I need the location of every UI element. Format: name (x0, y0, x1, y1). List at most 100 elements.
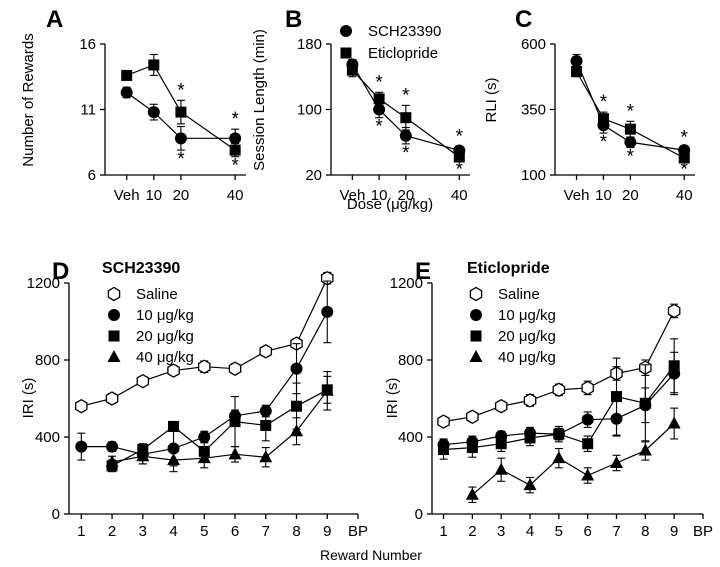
panel-e-ytick-label: 400 (398, 429, 423, 446)
panel-c: C RLI (s) 100 350 600 Veh 10 20 40 * * * * * * (483, 6, 695, 204)
panel-e-series-20-g-kg-point (524, 432, 536, 444)
panel-a-series-eticlopride-point (148, 59, 160, 71)
panel-d-legend-marker-20-g-kg (108, 330, 120, 342)
panel-c-series-sch23390-point (570, 55, 583, 68)
panel-b-xtick-label: 40 (451, 187, 468, 204)
panel-a-ytick-label: 6 (88, 167, 96, 184)
panel-e-series-20-g-kg-point (611, 391, 623, 403)
panel-d-series-40-g-kg-point (167, 453, 181, 466)
panel-d-xtick-label: 4 (169, 523, 177, 540)
panel-e-xtick-label: 3 (497, 523, 505, 540)
panel-b-ytick-label: 180 (297, 36, 322, 53)
panel-d-series-saline-point (259, 344, 273, 359)
panel-e-legend-marker-saline (469, 286, 483, 302)
panel-d-series-40-g-kg-point (105, 455, 119, 468)
panel-e-legend-label-40-g-kg: 40 μg/kg (498, 349, 556, 366)
panel-a-series-sch23390-line (126, 92, 236, 139)
panel-d-xtick-label: 5 (200, 523, 208, 540)
panel-d-series-20-g-kg-point (291, 400, 303, 412)
panel-e-legend-label-saline: Saline (498, 286, 540, 303)
panel-d-series-saline-point (228, 361, 242, 376)
panel-e-series-20-g-kg-point (639, 397, 651, 409)
panel-a-chart: 6 11 16 Veh 10 20 40 * * * * (79, 36, 246, 204)
panel-d-title: SCH23390 (102, 260, 180, 277)
panel-e-series-saline-point (581, 380, 594, 396)
panel-e-series-saline-point (667, 303, 681, 319)
panel-e-series-10-g-kg-point (581, 413, 594, 426)
panel-d-series-saline-point (197, 359, 211, 374)
panel-e-series-saline-point (552, 382, 566, 398)
panel-e-legend-label-20-g-kg: 20 μg/kg (498, 328, 556, 345)
panel-e-series-20-g-kg-point (438, 444, 450, 456)
panel-d-series-40-g-kg-point (290, 424, 304, 437)
panel-e-ylabel: IRI (s) (384, 378, 401, 419)
panel-d: D SCH23390 IRI (s) 0 400 800 1200 1 2 3 4 5 6 7 8 9 B… (20, 258, 368, 540)
panel-d-xtick-label: BP (348, 523, 368, 540)
panel-d-series-10-g-kg-point (106, 440, 119, 453)
panel-d-legend-label-20-g-kg: 20 μg/kg (136, 328, 194, 345)
panel-a: A Number of Rewards 6 11 16 Veh 10 20 40 * * * * (20, 6, 246, 204)
panel-d-xtick-label: 7 (262, 523, 270, 540)
panel-d-ylabel: IRI (s) (20, 378, 37, 419)
panel-d-ytick-label: 1200 (27, 275, 60, 292)
panel-letter-b: B (285, 6, 302, 33)
panel-d-series-saline (75, 270, 334, 414)
panel-d-legend-marker-10-g-kg (108, 309, 120, 321)
panel-d-series-10-g-kg-point (198, 431, 211, 443)
panel-d-chart: 0 400 800 1200 1 2 3 4 5 6 7 8 9 BP Saline 10 μg/kg 20 μ… (27, 270, 368, 540)
panel-a-xtick-label: Veh (114, 187, 140, 204)
panel-d-xtick-label: 2 (108, 523, 116, 540)
panel-a-series-eticlopride (121, 53, 241, 158)
panel-a-series-eticlopride-point (121, 69, 133, 81)
panel-e-xtick-label: 2 (468, 523, 476, 540)
panel-b-significance-star: * (456, 126, 464, 147)
panel-c-ytick-label: 600 (521, 36, 546, 53)
panel-b-significance-star: * (402, 143, 410, 164)
panel-b-xtick-label: Veh (339, 187, 365, 204)
panel-e-title: Eticlopride (467, 260, 550, 277)
panel-b-series-eticlopride-point (400, 112, 412, 124)
panel-e: E Eticlopride IRI (s) Reward Number 0 400… (320, 258, 713, 563)
panel-b-series-sch23390-point (399, 129, 412, 142)
panel-e-series-saline-point (437, 414, 450, 429)
panel-d-legend-label-40-g-kg: 40 μg/kg (136, 349, 194, 366)
panel-e-chart: 0 400 800 1200 1 2 3 4 5 6 7 8 9 BP Saline 10 μg/kg 20 μ… (390, 275, 713, 540)
panel-c-series-eticlopride-point (624, 123, 636, 135)
panel-d-legend-marker-40-g-kg (107, 350, 121, 362)
panel-d-series-40-g-kg (105, 370, 334, 473)
panel-e-series-40-g-kg-point (552, 451, 566, 464)
panel-a-xtick-label: 40 (227, 187, 244, 204)
panel-a-series-sch23390 (120, 86, 242, 151)
panel-d-ytick-label: 800 (35, 352, 60, 369)
panel-d-series-10-g-kg-point (321, 305, 334, 318)
panel-d-series-40-g-kg-point (259, 450, 273, 463)
panel-d-series-10-g-kg-point (290, 362, 303, 375)
panel-b: B Session Length (min) Dose (μg/kg) 20 10… (251, 6, 470, 213)
panel-a-significance-star: * (177, 149, 185, 170)
panel-b-xtick-label: 20 (398, 187, 415, 204)
panel-c-ytick-label: 350 (521, 102, 546, 119)
panel-letter-c: C (515, 6, 532, 33)
panel-e-xtick-label: 4 (526, 523, 534, 540)
panel-b-ytick-label: 100 (297, 102, 322, 119)
panel-d-series-40-g-kg-point (197, 451, 211, 464)
panel-a-ytick-label: 16 (79, 36, 96, 53)
panel-d-ytick-label: 400 (35, 429, 60, 446)
panel-e-ytick-label: 800 (398, 352, 423, 369)
panel-e-series-40-g-kg-point (581, 468, 595, 481)
panel-d-legend-label-saline: Saline (136, 286, 178, 303)
panel-c-significance-star: * (627, 101, 635, 122)
panel-d-series-20-g-kg-point (229, 416, 241, 428)
panel-letter-d: D (52, 258, 69, 285)
panel-e-xtick-label: 5 (555, 523, 563, 540)
panel-d-series-40-g-kg-point (136, 449, 150, 462)
panel-c-series-eticlopride-point (597, 113, 609, 125)
panel-d-series-10-g-kg-point (75, 440, 88, 453)
panel-e-series-40-g-kg (465, 407, 681, 504)
panel-e-xtick-label: 1 (439, 523, 447, 540)
panel-e-ytick-label: 0 (415, 506, 423, 523)
panel-a-series-eticlopride-point (175, 106, 187, 118)
panel-e-series-40-g-kg-point (465, 487, 479, 500)
panel-d-series-20-g-kg-point (168, 420, 180, 432)
panel-a-series-eticlopride-point (229, 144, 241, 156)
